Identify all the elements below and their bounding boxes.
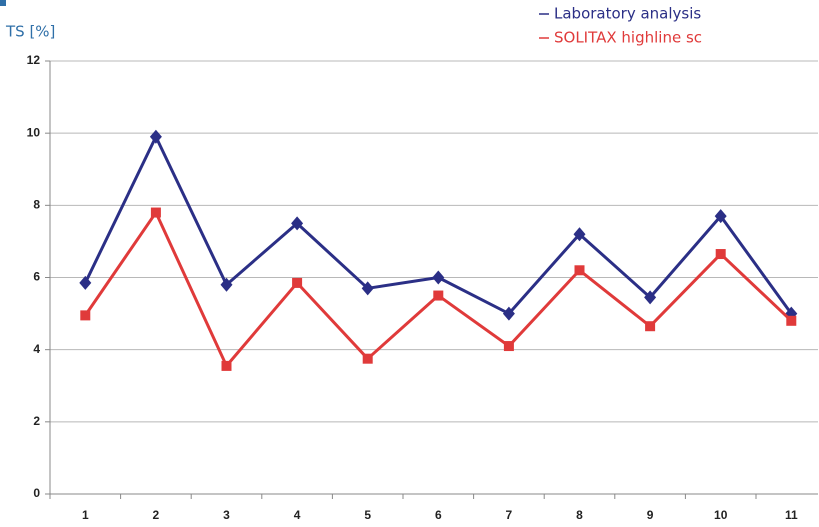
y-tick-label: 4 [33, 342, 40, 356]
y-tick-label: 2 [33, 414, 40, 428]
point-marker [432, 270, 445, 285]
point-marker [79, 275, 92, 290]
x-tick-label: 2 [153, 508, 160, 522]
point-marker [361, 281, 374, 296]
point-marker [362, 353, 373, 364]
x-tick-label: 5 [364, 508, 371, 522]
y-tick-label: 0 [33, 486, 40, 500]
y-tick-label: 8 [33, 198, 40, 212]
x-tick-label: 9 [647, 508, 654, 522]
point-marker [221, 360, 232, 371]
x-tick-label: 8 [576, 508, 583, 522]
y-tick-label: 12 [27, 53, 41, 67]
legend: Laboratory analysis SOLITAX highline sc [539, 5, 702, 47]
x-tick-label: 4 [294, 508, 301, 522]
y-tick-label: 6 [33, 270, 40, 284]
corner-mark [0, 0, 6, 6]
point-marker [573, 227, 586, 242]
x-tick-label: 11 [785, 508, 798, 522]
point-marker [291, 216, 304, 231]
point-marker [574, 265, 585, 276]
x-tick-label: 3 [223, 508, 230, 522]
x-tick-label: 10 [714, 508, 728, 522]
x-tick-label: 1 [82, 508, 89, 522]
point-marker [644, 290, 657, 305]
point-marker [150, 207, 161, 218]
y-tick-label: 10 [27, 125, 41, 139]
point-marker [645, 321, 656, 332]
point-marker [220, 277, 233, 292]
legend-label: Laboratory analysis [554, 5, 701, 23]
point-marker [714, 209, 727, 224]
point-marker [715, 249, 726, 260]
y-axis-label: TS [%] [5, 23, 55, 41]
point-marker [433, 290, 444, 301]
series-line [84, 211, 793, 368]
x-tick-label: 7 [506, 508, 513, 522]
x-tick-label: 6 [435, 508, 442, 522]
point-marker [786, 315, 797, 326]
point-marker [80, 310, 91, 321]
legend-label: SOLITAX highline sc [554, 29, 702, 47]
point-marker [292, 277, 303, 288]
point-marker [149, 129, 162, 144]
point-marker [503, 341, 514, 352]
point-marker [502, 306, 515, 321]
